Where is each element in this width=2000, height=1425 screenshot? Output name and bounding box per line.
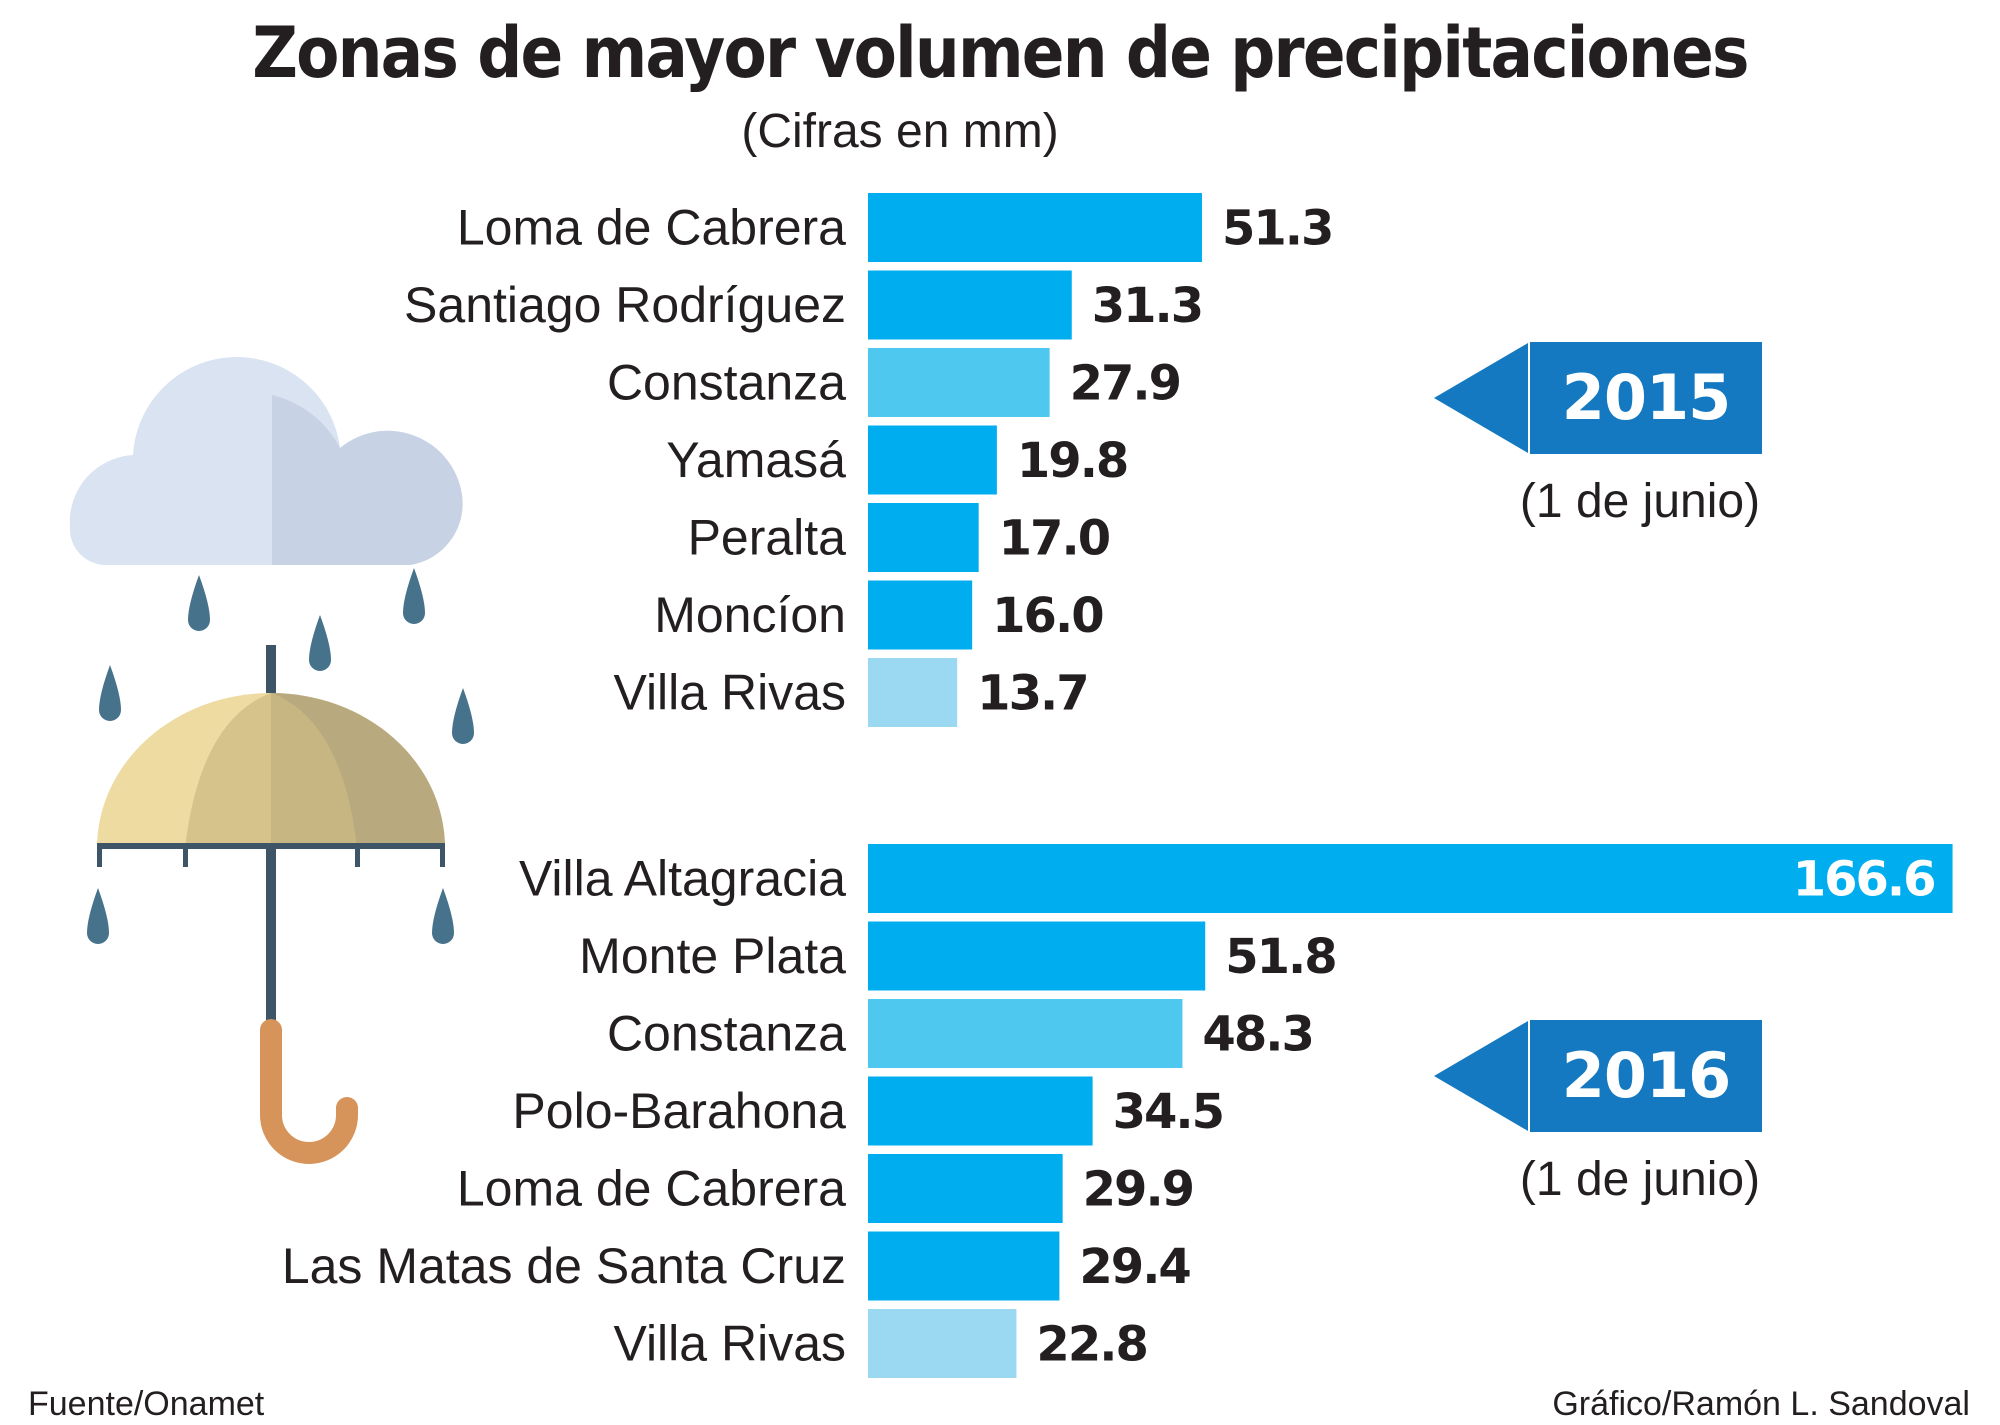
value-label-2015-5: 16.0 (992, 588, 1103, 644)
category-label-2015-0: Loma de Cabrera (457, 200, 846, 256)
credit-note: Gráfico/Ramón L. Sandoval (1552, 1385, 1970, 1423)
chart-title: Zonas de mayor volumen de precipitacione… (252, 12, 1749, 94)
category-label-2015-5: Moncíon (654, 587, 846, 643)
bar-2015-4 (868, 503, 979, 572)
value-label-2016-1: 51.8 (1225, 929, 1335, 985)
category-label-2016-5: Las Matas de Santa Cruz (282, 1238, 846, 1294)
value-label-2015-3: 19.8 (1017, 433, 1127, 489)
category-label-2016-6: Villa Rivas (614, 1316, 847, 1372)
chart-subtitle: (Cifras en mm) (741, 105, 1059, 158)
year-badge-2015: 2015 (1530, 342, 1762, 454)
value-label-2016-4: 29.9 (1083, 1162, 1193, 1218)
category-label-2015-1: Santiago Rodríguez (404, 277, 846, 333)
bar-2016-1 (868, 921, 1206, 991)
date-note-2016: (1 de junio) (1519, 1153, 1761, 1206)
bar-2015-0 (868, 193, 1202, 262)
value-label-2015-0: 51.3 (1222, 201, 1332, 257)
bar-chart: Loma de Cabrera 51.3 Santiago Rodríguez 31.… (282, 193, 1953, 1378)
category-label-2016-2: Constanza (607, 1006, 846, 1062)
bar-2016-0 (868, 844, 1953, 913)
value-label-2015-1: 31.3 (1092, 278, 1202, 334)
category-label-2016-4: Loma de Cabrera (457, 1161, 846, 1217)
raindrop-icon (87, 568, 474, 944)
bar-2016-2 (868, 999, 1183, 1068)
umbrella-icon (97, 645, 445, 1164)
category-label-2015-3: Yamasá (666, 432, 846, 488)
value-label-2016-0: 166.6 (1793, 852, 1935, 908)
bar-2015-5 (868, 580, 973, 650)
bar-2016-6 (868, 1309, 1017, 1378)
year-badge-2016: 2016 (1530, 1020, 1762, 1132)
bar-2016-4 (868, 1154, 1063, 1223)
bar-2015-1 (868, 270, 1072, 340)
arrow-left-icon (1434, 1021, 1528, 1131)
category-label-2016-0: Villa Altagracia (519, 851, 846, 907)
category-label-2016-1: Monte Plata (579, 928, 846, 984)
bar-2015-2 (868, 348, 1050, 417)
value-label-2015-2: 27.9 (1070, 356, 1180, 412)
rain-cloud-icon (69, 357, 463, 565)
bar-2015-3 (868, 425, 997, 495)
date-note-2015: (1 de junio) (1519, 475, 1761, 528)
value-label-2015-6: 13.7 (977, 666, 1087, 722)
value-label-2016-2: 48.3 (1202, 1007, 1312, 1063)
value-label-2015-4: 17.0 (999, 511, 1110, 567)
category-label-2016-3: Polo-Barahona (512, 1083, 846, 1139)
bar-2016-3 (868, 1076, 1093, 1146)
value-label-2016-3: 34.5 (1113, 1084, 1223, 1140)
category-label-2015-2: Constanza (607, 355, 846, 411)
category-label-2015-6: Villa Rivas (614, 665, 847, 721)
value-label-2016-6: 22.8 (1036, 1317, 1146, 1373)
value-label-2016-5: 29.4 (1079, 1239, 1190, 1295)
source-note: Fuente/Onamet (28, 1385, 265, 1423)
category-label-2015-4: Peralta (688, 510, 847, 566)
bar-2016-5 (868, 1231, 1060, 1301)
arrow-left-icon (1434, 343, 1528, 453)
bar-2015-6 (868, 658, 958, 727)
